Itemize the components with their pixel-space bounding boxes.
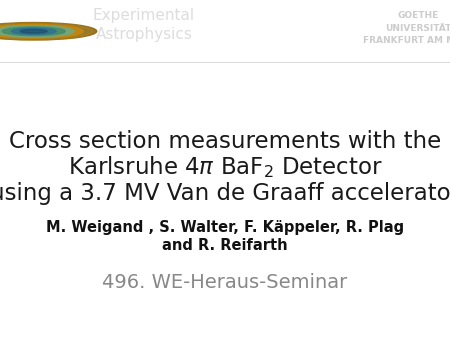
Text: Karlsruhe 4$\pi$ BaF$_2$ Detector: Karlsruhe 4$\pi$ BaF$_2$ Detector bbox=[68, 154, 382, 180]
Text: M. Weigand , S. Walter, F. Käppeler, R. Plag: M. Weigand , S. Walter, F. Käppeler, R. … bbox=[46, 220, 404, 235]
Circle shape bbox=[0, 23, 97, 40]
Circle shape bbox=[0, 24, 83, 38]
Text: Cross section measurements with the: Cross section measurements with the bbox=[9, 129, 441, 152]
Text: 496. WE-Heraus-Seminar: 496. WE-Heraus-Seminar bbox=[103, 273, 347, 292]
Text: and R. Reifarth: and R. Reifarth bbox=[162, 238, 288, 253]
Circle shape bbox=[11, 28, 56, 34]
Circle shape bbox=[0, 26, 74, 37]
Circle shape bbox=[20, 29, 47, 33]
Text: GOETHE
UNIVERSITÄT
FRANKFURT AM MAIN: GOETHE UNIVERSITÄT FRANKFURT AM MAIN bbox=[364, 11, 450, 45]
Text: using a 3.7 MV Van de Graaff accelerator: using a 3.7 MV Van de Graaff accelerator bbox=[0, 182, 450, 205]
Circle shape bbox=[2, 27, 65, 35]
Text: Experimental
Astrophysics: Experimental Astrophysics bbox=[93, 7, 195, 42]
